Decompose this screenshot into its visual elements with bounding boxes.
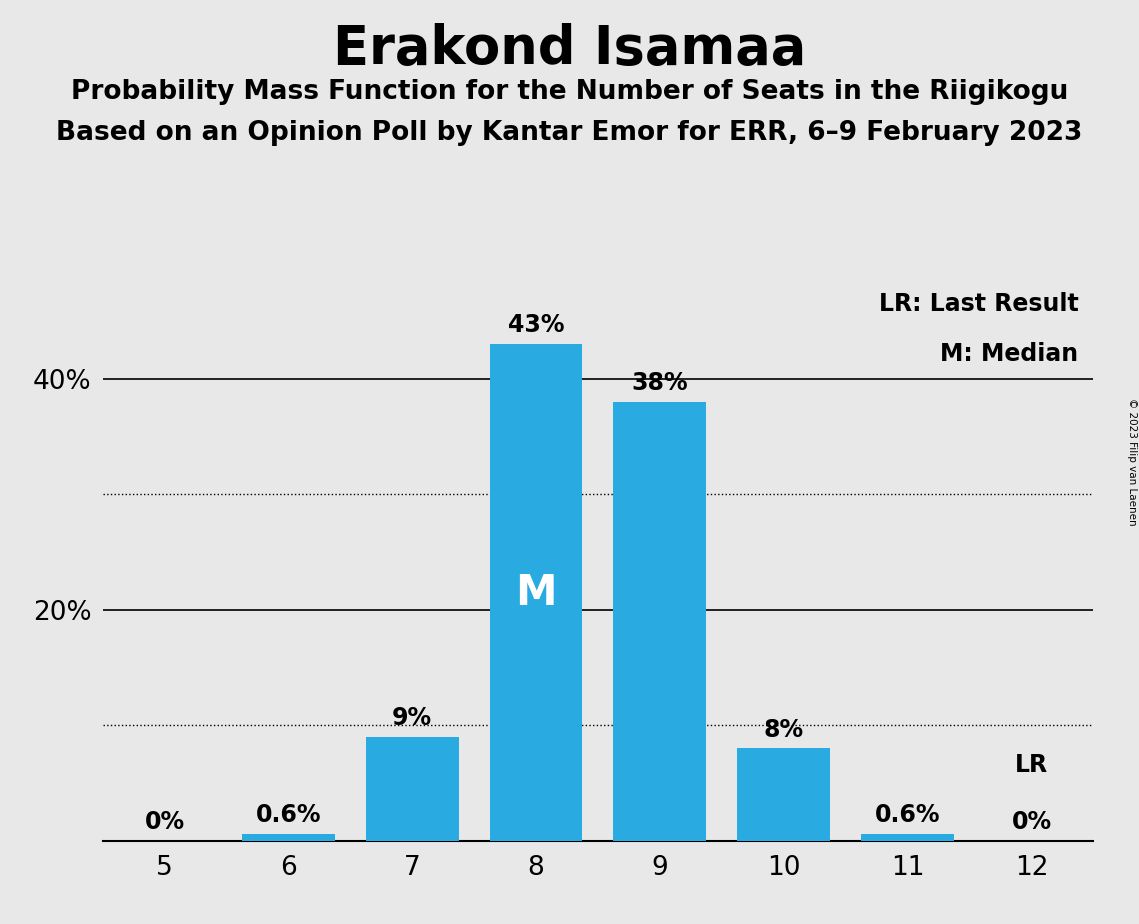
Text: 0%: 0% [1011, 810, 1051, 833]
Text: 8%: 8% [764, 718, 804, 741]
Text: © 2023 Filip van Laenen: © 2023 Filip van Laenen [1126, 398, 1137, 526]
Text: 0.6%: 0.6% [875, 803, 941, 827]
Text: Based on an Opinion Poll by Kantar Emor for ERR, 6–9 February 2023: Based on an Opinion Poll by Kantar Emor … [56, 120, 1083, 146]
Bar [737, 748, 830, 841]
Text: 38%: 38% [632, 371, 688, 395]
Text: 43%: 43% [508, 313, 564, 337]
Text: 0.6%: 0.6% [255, 803, 321, 827]
Text: M: Median: M: Median [941, 342, 1079, 366]
Text: M: M [515, 572, 557, 614]
Bar [490, 345, 582, 841]
Text: Erakond Isamaa: Erakond Isamaa [333, 23, 806, 75]
Text: LR: LR [1015, 753, 1048, 777]
Text: 0%: 0% [145, 810, 185, 833]
Bar [861, 833, 954, 841]
Text: Probability Mass Function for the Number of Seats in the Riigikogu: Probability Mass Function for the Number… [71, 79, 1068, 104]
Text: LR: Last Result: LR: Last Result [879, 292, 1079, 316]
Bar [241, 833, 335, 841]
Text: 9%: 9% [392, 706, 432, 730]
Bar [614, 402, 706, 841]
Bar [366, 737, 459, 841]
